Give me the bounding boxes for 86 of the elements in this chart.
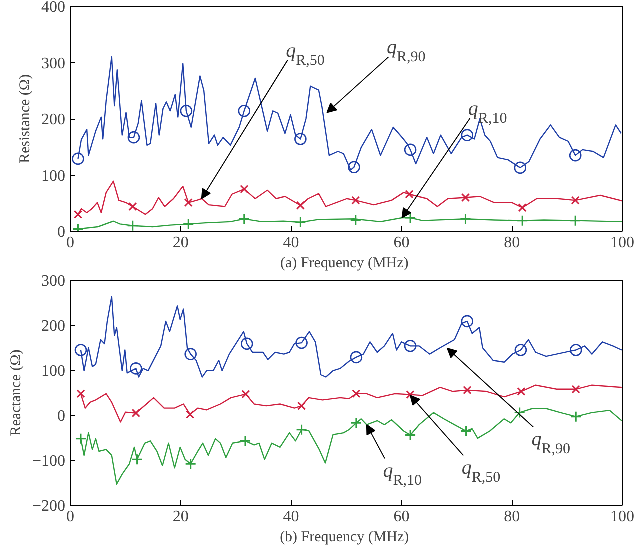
point [76, 390, 86, 398]
point [516, 215, 528, 227]
point [184, 348, 197, 360]
point [240, 435, 252, 447]
x-tick-label: 40 [283, 234, 300, 252]
point [74, 210, 83, 219]
y-tick-label: 100 [42, 168, 66, 185]
line-series [80, 384, 622, 423]
y-tick-label: 200 [42, 112, 66, 128]
point [294, 216, 306, 228]
x-tick-label: 80 [504, 234, 520, 252]
point [570, 411, 582, 423]
x-tick-label: 80 [504, 508, 520, 526]
point [238, 104, 251, 118]
point [518, 204, 527, 212]
point [352, 390, 361, 398]
point [571, 196, 580, 205]
point [405, 190, 414, 199]
point [404, 430, 416, 442]
point [74, 344, 88, 356]
x-tick-label: 100 [610, 508, 634, 526]
point [240, 185, 249, 194]
point [406, 390, 415, 400]
point [182, 218, 194, 230]
point [569, 149, 582, 162]
point [460, 426, 472, 437]
point [184, 198, 193, 208]
x-axis-title: (b) Frequency (MHz) [280, 530, 410, 546]
y-tick-label: 300 [42, 55, 66, 72]
point [240, 338, 254, 350]
y-tick-label: 0 [58, 408, 66, 425]
x-tick-label: 20 [172, 234, 189, 252]
y-tick-label: 300 [42, 273, 66, 290]
point [570, 344, 582, 356]
point [461, 193, 470, 202]
point [296, 424, 308, 436]
x-tick-label: 20 [172, 508, 189, 526]
point [238, 213, 250, 225]
x-tick-label: 100 [610, 234, 634, 252]
point [350, 417, 362, 429]
point [348, 161, 360, 174]
y-axis-title: Resistance (Ω) [18, 74, 34, 164]
point [128, 202, 138, 212]
x-tick-label: 60 [394, 234, 410, 252]
y-axis-title: Reactance (Ω) [8, 350, 24, 436]
point [296, 336, 308, 350]
y-tick-label: 200 [42, 318, 66, 335]
point [514, 344, 528, 356]
x-tick-label: 60 [394, 508, 410, 526]
point [463, 386, 472, 395]
point [132, 454, 144, 466]
point [294, 133, 307, 146]
point [460, 213, 472, 225]
point [72, 152, 84, 166]
point [350, 351, 363, 364]
y-tick-label: 100 [42, 363, 66, 380]
point [517, 387, 526, 396]
x-tick-label: 40 [283, 508, 300, 526]
point [572, 385, 580, 394]
point [128, 131, 140, 144]
y-tick-label: −100 [32, 453, 66, 470]
y-tick-label: −200 [32, 498, 66, 515]
point [130, 362, 142, 375]
point [404, 144, 417, 156]
point [185, 458, 197, 470]
point [514, 407, 526, 419]
point [180, 104, 193, 118]
point [352, 196, 360, 205]
point [75, 433, 87, 445]
point [296, 201, 305, 210]
y-tick-label: 0 [58, 224, 66, 241]
y-tick-label: 400 [42, 0, 66, 16]
point [350, 214, 362, 226]
point [461, 315, 474, 328]
point [514, 162, 527, 174]
point [404, 212, 416, 224]
point [298, 402, 306, 410]
point [461, 129, 474, 142]
point [242, 390, 250, 399]
point [186, 410, 195, 419]
x-axis-title: (a) Frequency (MHz) [280, 256, 409, 272]
point [570, 215, 582, 227]
point [127, 220, 139, 232]
point [404, 340, 417, 352]
point [132, 408, 140, 418]
line-series [78, 180, 622, 216]
